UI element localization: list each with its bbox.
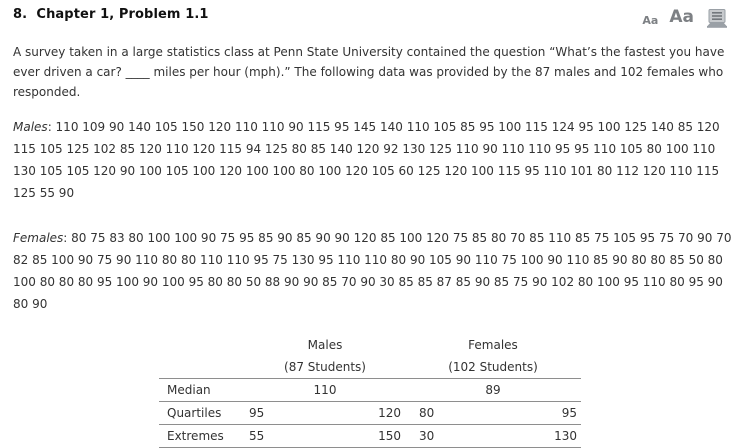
quartiles-females-high: 95 xyxy=(491,401,581,425)
print-button[interactable] xyxy=(705,9,729,28)
empty-header-cell xyxy=(159,334,245,356)
extremes-males-low: 55 xyxy=(245,424,325,448)
printer-icon xyxy=(707,9,727,28)
females-group-sublabel: (102 Students) xyxy=(448,360,538,374)
table-row-extremes: Extremes 55 150 30 130 xyxy=(159,424,581,448)
males-values: 110 109 90 140 105 150 120 110 110 90 11… xyxy=(13,120,720,200)
increase-font-button[interactable]: Aa xyxy=(669,7,694,27)
males-separator: : xyxy=(47,120,56,134)
quartiles-males-low: 95 xyxy=(245,401,325,425)
row-label: Extremes xyxy=(159,424,245,448)
males-group-label: Males xyxy=(307,338,343,352)
males-label: Males xyxy=(13,120,48,134)
row-label: Quartiles xyxy=(159,401,245,425)
group-header-row: Males Females xyxy=(159,334,581,356)
table-row-quartiles: Quartiles 95 120 80 95 xyxy=(159,401,581,425)
group-subheader-row: (87 Students) (102 Students) xyxy=(159,356,581,379)
males-group-sublabel: (87 Students) xyxy=(284,360,366,374)
quartiles-males-high: 120 xyxy=(325,401,405,425)
header-bar: 8. Chapter 1, Problem 1.1 Aa Aa xyxy=(13,7,731,28)
row-label: Median xyxy=(159,378,245,402)
summary-table: Males Females (87 Students) (102 Student… xyxy=(159,334,581,448)
females-group-label: Females xyxy=(468,338,518,352)
median-females-value: 89 xyxy=(405,378,581,402)
extremes-females-high: 130 xyxy=(491,424,581,448)
females-values: 80 75 83 80 100 100 90 75 95 85 90 85 90… xyxy=(13,231,732,311)
females-label: Females xyxy=(13,231,64,245)
extremes-males-high: 150 xyxy=(325,424,405,448)
decrease-font-button[interactable]: Aa xyxy=(642,14,659,27)
males-data-block: Males: 110 109 90 140 105 150 120 110 11… xyxy=(13,116,737,204)
quartiles-females-low: 80 xyxy=(405,401,491,425)
extremes-females-low: 30 xyxy=(405,424,491,448)
females-data-block: Females: 80 75 83 80 100 100 90 75 95 85… xyxy=(13,227,737,315)
header-controls: Aa Aa xyxy=(642,7,731,28)
females-separator: : xyxy=(63,231,72,245)
table-row-median: Median 110 89 xyxy=(159,378,581,402)
empty-header-cell xyxy=(159,356,245,379)
problem-statement: A survey taken in a large statistics cla… xyxy=(13,45,725,99)
median-males-value: 110 xyxy=(245,378,405,402)
page-title: 8. Chapter 1, Problem 1.1 xyxy=(13,7,209,22)
